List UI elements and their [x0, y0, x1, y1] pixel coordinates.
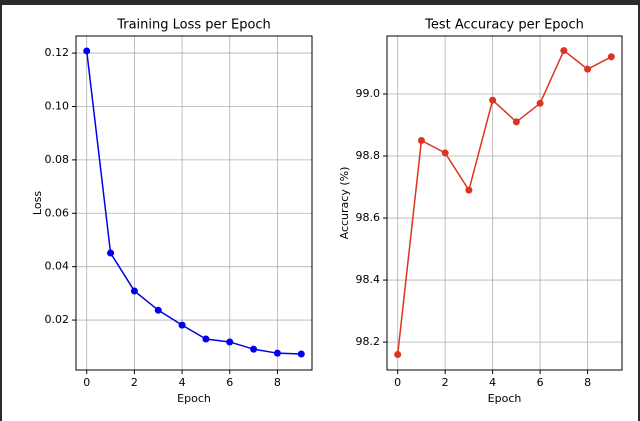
- axes-frame: [75, 35, 313, 371]
- x-tick-label: 2: [442, 376, 449, 389]
- x-tick-label: 0: [394, 376, 401, 389]
- x-tick-label: 4: [489, 376, 496, 389]
- x-tick-label: 2: [131, 376, 138, 389]
- y-tick-label: 0.08: [45, 153, 70, 166]
- x-tick-label: 6: [226, 376, 233, 389]
- marker: [83, 47, 91, 55]
- y-tick-label: 0.10: [45, 99, 70, 112]
- marker: [297, 350, 305, 358]
- marker: [154, 306, 162, 314]
- y-tick-label: 98.2: [356, 335, 381, 348]
- marker: [536, 99, 544, 107]
- x-axis-label: Epoch: [177, 392, 211, 405]
- marker: [489, 96, 497, 104]
- x-tick-label: 6: [537, 376, 544, 389]
- marker: [130, 287, 138, 295]
- marker: [512, 118, 520, 126]
- marker: [441, 149, 449, 157]
- marker: [560, 47, 568, 55]
- figure: 0 2 4 6 8 0.02 0.04 0.06 0.08 0.10 0.12 Training Lo…: [2, 5, 638, 421]
- y-axis-label: Accuracy (%): [338, 167, 351, 240]
- marker: [394, 350, 402, 358]
- line: [85, 50, 302, 355]
- chart-title: Test Accuracy per Epoch: [424, 18, 584, 33]
- y-tick-label: 98.6: [356, 211, 381, 224]
- y-tick-label: 0.12: [45, 46, 70, 59]
- y-tick-label: 0.06: [45, 206, 70, 219]
- x-tick-label: 0: [83, 376, 90, 389]
- x-tick-label: 8: [584, 376, 591, 389]
- y-tick-label: 98.4: [356, 273, 381, 286]
- marker: [107, 249, 115, 257]
- x-tick-label: 8: [274, 376, 281, 389]
- y-tick-label: 0.04: [45, 260, 70, 273]
- marker: [202, 335, 210, 343]
- line: [396, 49, 612, 355]
- marker: [178, 321, 186, 329]
- x-axis-label: Epoch: [488, 392, 522, 405]
- marker: [417, 137, 425, 145]
- y-tick-label: 99.0: [356, 87, 381, 100]
- y-tick-label: 98.8: [356, 149, 381, 162]
- marker: [273, 349, 281, 357]
- marker: [465, 186, 473, 194]
- axes-frame: [386, 35, 623, 371]
- x-tick-label: 4: [179, 376, 186, 389]
- marker: [226, 338, 234, 346]
- marker: [607, 53, 615, 61]
- y-tick-label: 0.02: [45, 313, 70, 326]
- marker: [584, 65, 592, 73]
- y-axis-label: Loss: [31, 191, 44, 215]
- chart-title: Training Loss per Epoch: [116, 18, 271, 33]
- marker: [250, 345, 258, 353]
